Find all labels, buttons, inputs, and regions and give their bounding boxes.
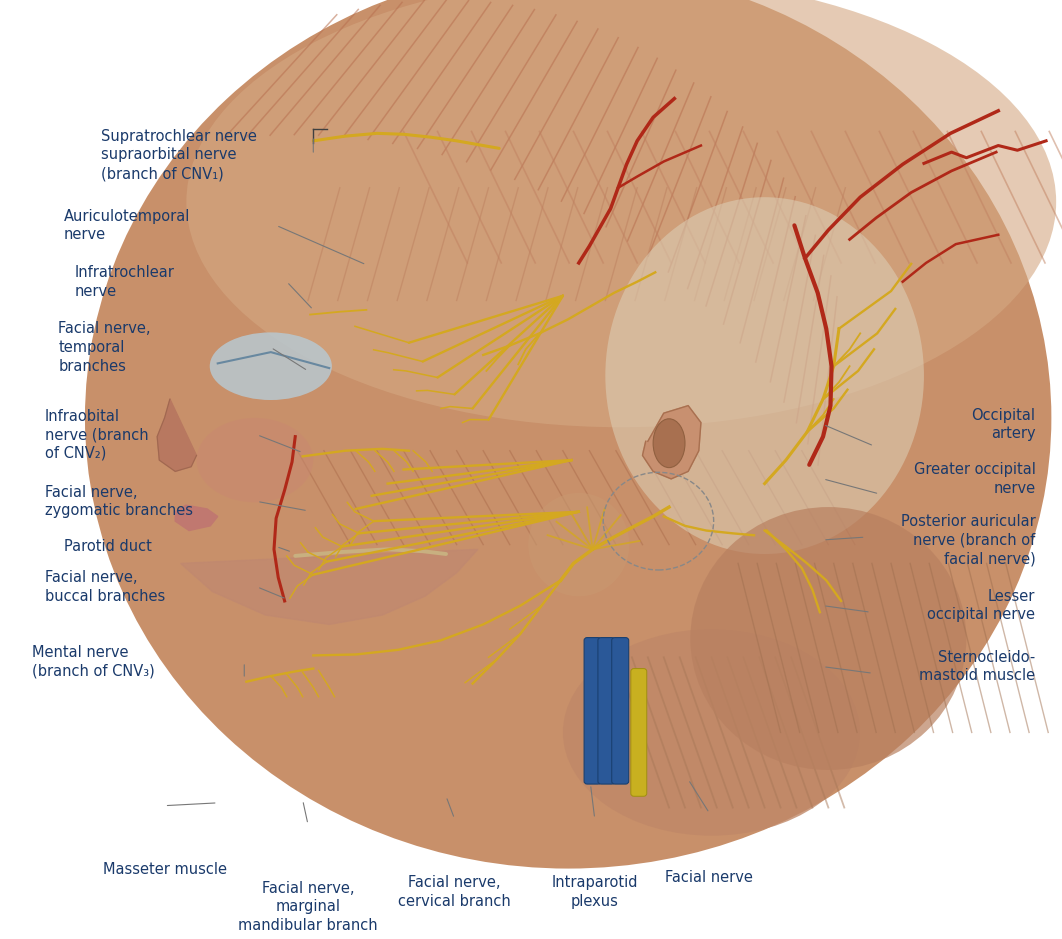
Text: Posterior auricular
nerve (branch of
facial nerve): Posterior auricular nerve (branch of fac… <box>901 514 1035 566</box>
Text: Parotid duct: Parotid duct <box>64 539 152 554</box>
Text: Facial nerve: Facial nerve <box>666 870 753 885</box>
Text: Auriculotemporal
nerve: Auriculotemporal nerve <box>64 208 190 242</box>
Ellipse shape <box>210 332 331 400</box>
Text: Facial nerve,
marginal
mandibular branch: Facial nerve, marginal mandibular branch <box>238 881 378 933</box>
Ellipse shape <box>563 629 860 836</box>
Ellipse shape <box>690 507 966 770</box>
Text: Masseter muscle: Masseter muscle <box>103 862 226 877</box>
Ellipse shape <box>529 493 630 596</box>
Polygon shape <box>181 549 478 624</box>
Text: Facial nerve,
zygomatic branches: Facial nerve, zygomatic branches <box>45 485 192 518</box>
Ellipse shape <box>605 197 924 554</box>
Ellipse shape <box>187 0 1056 427</box>
Text: Intraparotid
plexus: Intraparotid plexus <box>551 875 638 909</box>
Text: Greater occipital
nerve: Greater occipital nerve <box>913 462 1035 496</box>
Text: Lesser
occipital nerve: Lesser occipital nerve <box>927 589 1035 623</box>
Ellipse shape <box>196 418 313 502</box>
FancyBboxPatch shape <box>598 638 615 784</box>
Text: Facial nerve,
buccal branches: Facial nerve, buccal branches <box>45 570 165 604</box>
FancyBboxPatch shape <box>631 669 647 796</box>
Text: Facial nerve,
cervical branch: Facial nerve, cervical branch <box>398 875 511 909</box>
Text: Supratrochlear nerve
supraorbital nerve
(branch of CNV₁): Supratrochlear nerve supraorbital nerve … <box>101 129 257 181</box>
Ellipse shape <box>653 419 685 468</box>
Text: Facial nerve,
temporal
branches: Facial nerve, temporal branches <box>58 321 151 374</box>
FancyBboxPatch shape <box>612 638 629 784</box>
Polygon shape <box>175 505 218 531</box>
Text: Sternocleido-
mastoid muscle: Sternocleido- mastoid muscle <box>920 650 1035 684</box>
Ellipse shape <box>85 0 1051 869</box>
Text: Mental nerve
(branch of CNV₃): Mental nerve (branch of CNV₃) <box>32 645 155 679</box>
FancyBboxPatch shape <box>584 638 601 784</box>
Text: Infraobital
nerve (branch
of CNV₂): Infraobital nerve (branch of CNV₂) <box>45 408 149 461</box>
Polygon shape <box>157 399 196 471</box>
Text: Infratrochlear
nerve: Infratrochlear nerve <box>74 265 174 299</box>
Text: Occipital
artery: Occipital artery <box>972 408 1035 441</box>
Polygon shape <box>643 406 701 479</box>
